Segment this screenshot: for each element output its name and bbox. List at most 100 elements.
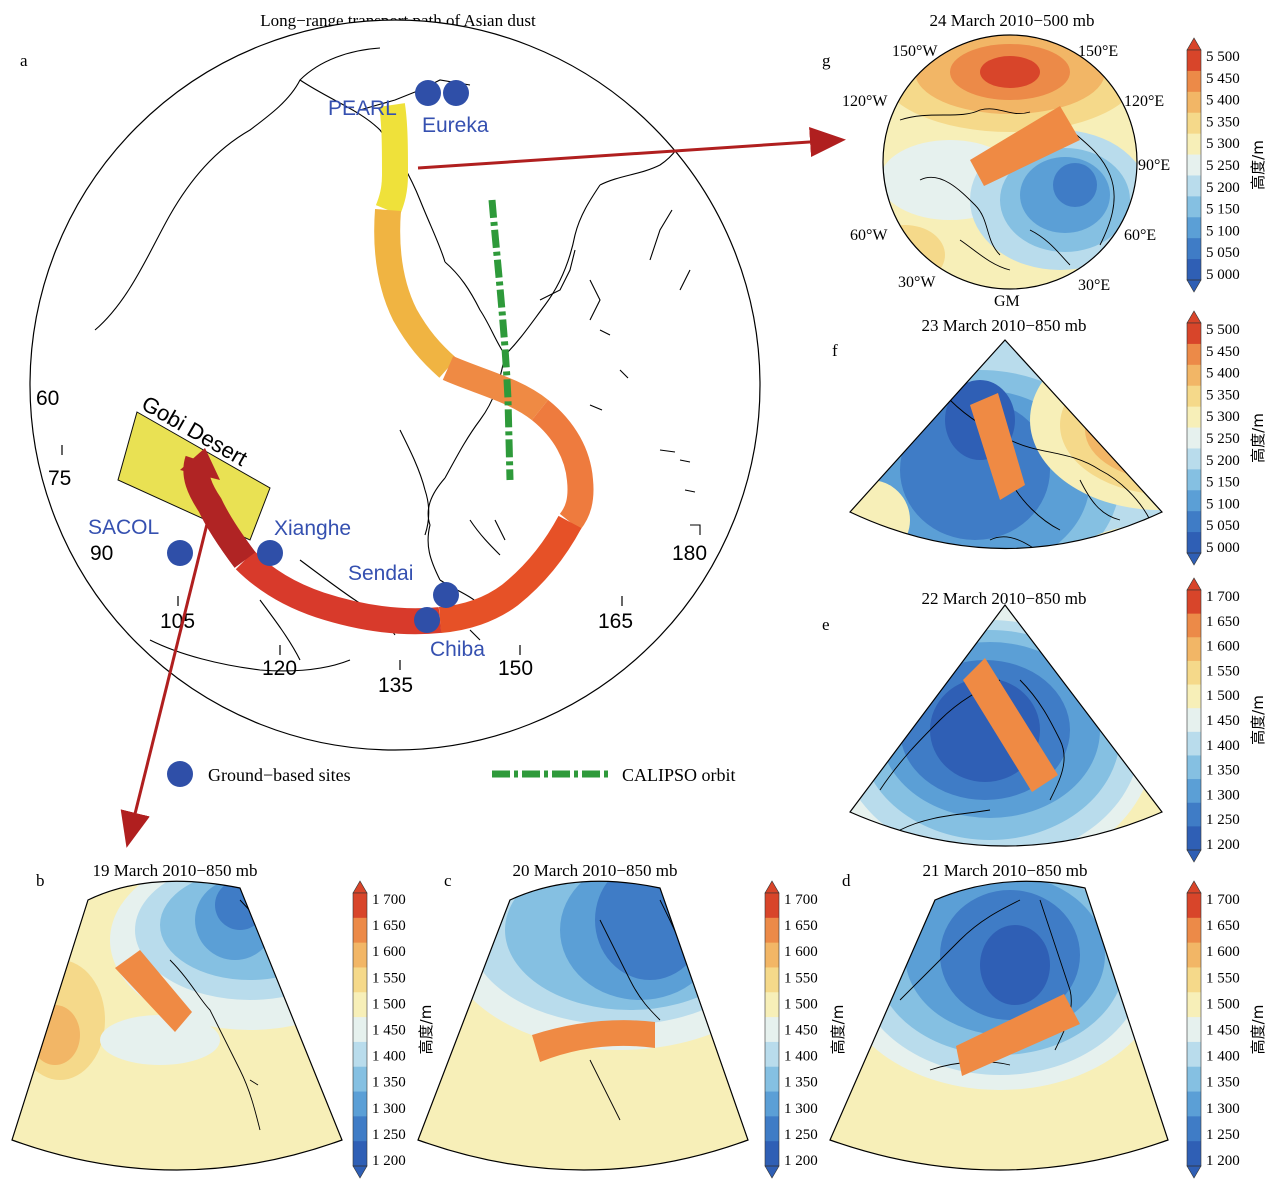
colorbar-tick-label: 5 000	[1206, 267, 1240, 283]
colorbar-bottom-cap	[1186, 849, 1202, 863]
longitude-ticks	[61, 445, 623, 670]
colorbar-tick-label: 1 500	[1206, 688, 1240, 704]
colorbar-tick-label: 1 300	[1206, 787, 1240, 803]
calipso-orbit-line	[488, 199, 514, 481]
lon-label-165: 165	[598, 610, 633, 633]
panel-f-path-band	[970, 393, 1025, 500]
lon-label-90: 90	[90, 542, 113, 565]
panel-g-outline	[882, 34, 1138, 290]
colorbar-tick-label: 5 050	[1206, 518, 1240, 534]
site-chiba-marker[interactable]	[414, 607, 440, 633]
site-sacol-marker[interactable]	[167, 540, 193, 566]
panel-c-letter: c	[444, 871, 452, 890]
colorbar-outline	[1186, 322, 1202, 554]
colorbar-segment	[1187, 238, 1201, 260]
colorbar-segment	[1187, 91, 1201, 114]
colorbar-tick-label: 1 650	[784, 918, 818, 934]
colorbar-tick-label: 5 400	[1206, 93, 1240, 109]
panel-g-lon-60e: 60°E	[1124, 227, 1156, 244]
colorbar-outline	[1186, 49, 1202, 281]
colorbar-tick-label: 5 250	[1206, 431, 1240, 447]
colorbar-tick-label: 5 500	[1206, 322, 1240, 338]
lon-label-120: 120	[262, 657, 297, 680]
colorbar-tick-label: 5 100	[1206, 223, 1240, 239]
colorbar-axis-label: 高度/m	[417, 1005, 435, 1055]
colorbars: 5 500 5 450 5 400 5 350 5 300 5 250 5 200 5 150…	[352, 37, 1267, 1179]
colorbar-tick-label: 1 400	[1206, 738, 1240, 754]
panel-c-outline	[417, 880, 749, 1171]
colorbar-panel-b: 1 700 1 650 1 600 1 550 1 500 1 450 1 400 1 350…	[352, 880, 435, 1179]
lon-label-60: 60	[36, 387, 59, 410]
colorbar-tick-label: 1 600	[1206, 639, 1240, 655]
site-pearl-marker[interactable]	[415, 80, 441, 106]
panel-e-path-band	[963, 658, 1058, 792]
colorbar-segment	[1187, 175, 1201, 197]
colorbar-tick-label: 1 650	[1206, 918, 1240, 934]
colorbar-outline	[1186, 892, 1202, 1167]
legend-site-marker	[167, 761, 193, 787]
colorbar-tick-label: 1 200	[1206, 1153, 1240, 1169]
colorbar-axis-label: 高度/m	[829, 1005, 847, 1055]
colorbar-segment	[1187, 637, 1201, 662]
colorbar-tick-label: 1 700	[784, 892, 818, 908]
panel-d-outline	[829, 880, 1169, 1171]
panel-f-title: 23 March 2010−850 mb	[922, 316, 1087, 335]
colorbar-tick-label: 1 350	[1206, 1075, 1240, 1091]
colorbar-segment	[1187, 112, 1201, 135]
colorbar-panel-f: 5 500 5 450 5 400 5 350 5 300 5 250 5 200 5 150…	[1186, 310, 1267, 566]
panel-a: a Long−range transport path of Asian dus…	[20, 11, 761, 787]
panel-g-lon-150e: 150°E	[1078, 43, 1118, 60]
colorbar-segment	[1187, 942, 1201, 968]
colorbar-tick-label: 5 200	[1206, 180, 1240, 196]
colorbar-bottom-cap	[764, 1165, 780, 1179]
colorbar-segment	[1187, 1116, 1201, 1142]
colorbar-segment	[1187, 755, 1201, 780]
colorbar-segment	[1187, 967, 1201, 993]
lon-label-180: 180	[672, 542, 707, 565]
panel-d-contours	[830, 881, 1168, 1170]
colorbar-segment	[765, 942, 779, 968]
lon-label-105: 105	[160, 610, 195, 633]
colorbar-tick-label: 1 400	[1206, 1049, 1240, 1065]
colorbar-bottom-cap	[352, 1165, 368, 1179]
colorbar-segment	[1187, 684, 1201, 709]
panel-c-title: 20 March 2010−850 mb	[513, 861, 678, 880]
colorbar-segment	[1187, 448, 1201, 470]
panel-d-letter: d	[842, 871, 851, 890]
colorbar-tick-label: 5 350	[1206, 114, 1240, 130]
site-sendai-marker[interactable]	[433, 582, 459, 608]
colorbar-segment	[1187, 427, 1201, 449]
colorbar-tick-label: 1 650	[1206, 614, 1240, 630]
colorbar-outline	[764, 892, 780, 1167]
colorbar-axis-label: 高度/m	[1249, 1005, 1267, 1055]
colorbar-tick-label: 1 500	[784, 996, 818, 1012]
colorbar-segment	[765, 992, 779, 1018]
colorbar-tick-label: 1 700	[1206, 589, 1240, 605]
colorbar-top-cap	[1186, 37, 1202, 51]
colorbar-segment	[1187, 490, 1201, 512]
colorbar-segment	[1187, 917, 1201, 944]
colorbar-segment	[765, 1066, 779, 1093]
colorbar-tick-label: 1 200	[784, 1153, 818, 1169]
panel-b: b 19 March 2010−850 mb	[11, 861, 343, 1171]
lon-label-135: 135	[378, 674, 413, 697]
colorbar-tick-label: 5 300	[1206, 409, 1240, 425]
colorbar-segment	[353, 1017, 367, 1043]
panel-c-path-band	[532, 1020, 655, 1062]
colorbar-segment	[765, 1116, 779, 1142]
colorbar-segment	[1187, 217, 1201, 239]
colorbar-segment	[1187, 364, 1201, 387]
site-xianghe-marker[interactable]	[257, 540, 283, 566]
globe-outline	[29, 19, 761, 751]
site-eureka-label: Eureka	[422, 114, 489, 137]
colorbar-tick-label: 1 250	[1206, 812, 1240, 828]
colorbar-tick-label: 1 250	[1206, 1127, 1240, 1143]
colorbar-segment	[1187, 323, 1201, 345]
colorbar-bottom-cap	[1186, 552, 1202, 566]
colorbar-segment	[1187, 343, 1201, 366]
panel-e-letter: e	[822, 615, 830, 634]
site-eureka-marker[interactable]	[443, 80, 469, 106]
colorbar-tick-label: 1 200	[372, 1153, 406, 1169]
site-chiba-label: Chiba	[430, 638, 485, 661]
colorbar-tick-label: 5 150	[1206, 475, 1240, 491]
